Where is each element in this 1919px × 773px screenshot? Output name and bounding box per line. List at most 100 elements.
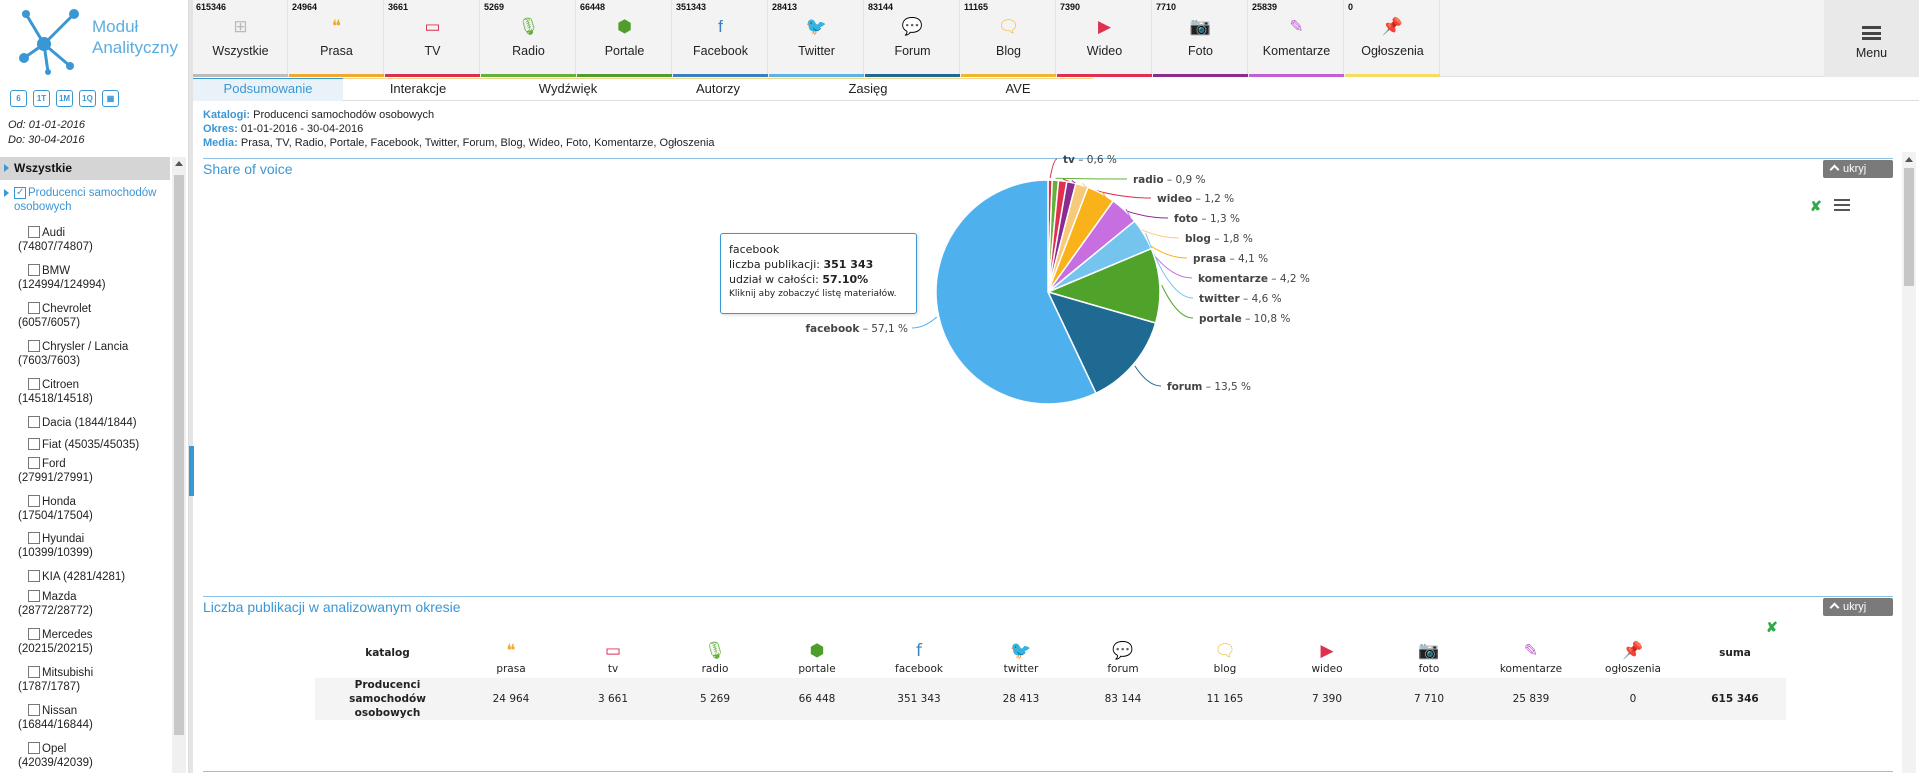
tree-item[interactable]: Mercedes (20215/20215): [18, 628, 168, 656]
pie-label-facebook[interactable]: facebook – 57,1 %: [805, 323, 908, 335]
sidebar-scroll-thumb[interactable]: [174, 175, 184, 735]
pie-label-foto[interactable]: foto – 1,3 %: [1174, 213, 1240, 225]
expand-arrow-icon[interactable]: [4, 189, 9, 197]
calendar-icon[interactable]: ▦: [102, 90, 119, 107]
cell-forum[interactable]: 83 144: [1072, 678, 1174, 720]
pie-slice-forum[interactable]: [1046, 290, 1157, 395]
tree-header-all[interactable]: Wszystkie: [0, 157, 170, 180]
sub-tab[interactable]: Wydźwięk: [493, 78, 643, 101]
col-header-ogłoszenia[interactable]: 📌 ogłoszenia: [1582, 630, 1684, 678]
tree-item-checkbox[interactable]: [28, 532, 40, 544]
cell-wideo[interactable]: 7 390: [1276, 678, 1378, 720]
tree-item[interactable]: BMW (124994/124994): [18, 264, 168, 292]
col-header-tv[interactable]: ▭ tv: [562, 630, 664, 678]
cell-facebook[interactable]: 351 343: [868, 678, 970, 720]
cell-prasa[interactable]: 24 964: [460, 678, 562, 720]
cell-blog[interactable]: 11 165: [1174, 678, 1276, 720]
media-tab-tv[interactable]: 3661 ▭ TV: [385, 0, 480, 77]
tree-item[interactable]: Ford (27991/27991): [18, 457, 168, 485]
hide-publications-panel-button[interactable]: ukryj: [1823, 598, 1893, 616]
tree-item[interactable]: Mitsubishi (1787/1787): [18, 666, 168, 694]
tree-item-checkbox[interactable]: [28, 226, 40, 238]
cell-komentarze[interactable]: 25 839: [1480, 678, 1582, 720]
col-header-blog[interactable]: 🗨 blog: [1174, 630, 1276, 678]
chart-menu-icon[interactable]: [1834, 199, 1850, 211]
scroll-up-icon[interactable]: [1905, 157, 1913, 162]
menu-button[interactable]: Menu: [1824, 0, 1919, 77]
media-tab-prasa[interactable]: 24964 ❝ Prasa: [289, 0, 384, 77]
tree-root-item[interactable]: Producenci samochodów osobowych: [14, 186, 164, 214]
col-header-twitter[interactable]: 🐦 twitter: [970, 630, 1072, 678]
col-header-facebook[interactable]: f facebook: [868, 630, 970, 678]
tree-item-checkbox[interactable]: [28, 264, 40, 276]
pie-label-prasa[interactable]: prasa – 4,1 %: [1193, 253, 1268, 265]
pie-label-portale[interactable]: portale – 10,8 %: [1199, 313, 1290, 325]
preset-1t-button[interactable]: 1T: [33, 90, 50, 107]
col-header-wideo[interactable]: ▶ wideo: [1276, 630, 1378, 678]
pie-slice-facebook[interactable]: [935, 179, 1097, 405]
tree-item-checkbox[interactable]: [28, 704, 40, 716]
cell-twitter[interactable]: 28 413: [970, 678, 1072, 720]
cell-foto[interactable]: 7 710: [1378, 678, 1480, 720]
logo[interactable]: Moduł Analityczny: [0, 0, 189, 80]
tree-item[interactable]: Chevrolet (6057/6057): [18, 302, 168, 330]
preset-1q-button[interactable]: 1Q: [79, 90, 96, 107]
tree-item-checkbox[interactable]: [28, 340, 40, 352]
splitter-handle[interactable]: [189, 446, 194, 496]
pie-slice-portale[interactable]: [1045, 247, 1161, 324]
media-tab-twitter[interactable]: 28413 🐦 Twitter: [769, 0, 864, 77]
tree-item[interactable]: Dacia (1844/1844): [28, 416, 168, 430]
media-tab-forum[interactable]: 83144 💬 Forum: [865, 0, 960, 77]
row-catalog-name[interactable]: Producenci samochodów osobowych: [315, 678, 460, 720]
tree-item[interactable]: Opel (42039/42039): [18, 742, 168, 770]
sub-tab[interactable]: Autorzy: [643, 78, 793, 101]
media-tab-radio[interactable]: 5269 🎙 Radio: [481, 0, 576, 77]
tree-item[interactable]: Audi (74807/74807): [18, 226, 168, 254]
col-header-forum[interactable]: 💬 forum: [1072, 630, 1174, 678]
col-header-portale[interactable]: ⬢ portale: [766, 630, 868, 678]
tree-item-checkbox[interactable]: [28, 495, 40, 507]
media-tab-blog[interactable]: 11165 🗨 Blog: [961, 0, 1056, 77]
preset-1m-button[interactable]: 1M: [56, 90, 73, 107]
tree-item[interactable]: Chrysler / Lancia (7603/7603): [18, 340, 168, 368]
table-row[interactable]: Producenci samochodów osobowych 24 964 3 6…: [315, 678, 1786, 720]
tree-item-checkbox[interactable]: [28, 457, 40, 469]
tree-item-checkbox[interactable]: [28, 590, 40, 602]
excel-export-icon[interactable]: ✘: [1810, 198, 1822, 214]
sub-tab[interactable]: Zasięg: [793, 78, 943, 101]
media-tab-foto[interactable]: 7710 📷 Foto: [1153, 0, 1248, 77]
cell-ogłoszenia[interactable]: 0: [1582, 678, 1684, 720]
tree-item-checkbox[interactable]: [28, 570, 40, 582]
pie-label-wideo[interactable]: wideo – 1,2 %: [1157, 193, 1234, 205]
sub-tab[interactable]: AVE: [943, 78, 1093, 101]
tree-item[interactable]: Mazda (28772/28772): [18, 590, 168, 618]
tree-item[interactable]: Fiat (45035/45035): [28, 438, 168, 452]
media-tab-ogłoszenia[interactable]: 0 📌 Ogłoszenia: [1345, 0, 1440, 77]
col-header-foto[interactable]: 📷 foto: [1378, 630, 1480, 678]
sub-tab[interactable]: Podsumowanie: [193, 78, 343, 101]
media-tab-wideo[interactable]: 7390 ▶ Wideo: [1057, 0, 1152, 77]
tree-item[interactable]: Citroen (14518/14518): [18, 378, 168, 406]
cell-portale[interactable]: 66 448: [766, 678, 868, 720]
preset-6-button[interactable]: 6: [10, 90, 27, 107]
tree-item[interactable]: Honda (17504/17504): [18, 495, 168, 523]
sidebar-splitter[interactable]: [189, 0, 193, 773]
pie-label-blog[interactable]: blog – 1,8 %: [1185, 233, 1253, 245]
pie-label-komentarze[interactable]: komentarze – 4,2 %: [1198, 273, 1310, 285]
pie-label-tv[interactable]: tv – 0,6 %: [1063, 154, 1117, 166]
hide-share-panel-button[interactable]: ukryj: [1823, 160, 1893, 178]
tree-item-checkbox[interactable]: [28, 302, 40, 314]
tree-item-checkbox[interactable]: [28, 666, 40, 678]
col-header-prasa[interactable]: ❝ prasa: [460, 630, 562, 678]
col-header-komentarze[interactable]: ✎ komentarze: [1480, 630, 1582, 678]
tree-item-checkbox[interactable]: [28, 438, 40, 450]
tree-item-checkbox[interactable]: [28, 416, 40, 428]
tree-item[interactable]: Hyundai (10399/10399): [18, 532, 168, 560]
tree-item-checkbox[interactable]: [28, 742, 40, 754]
scroll-up-icon[interactable]: [175, 161, 183, 166]
excel-export-icon[interactable]: ✘: [1766, 619, 1778, 635]
media-tab-facebook[interactable]: 351343 f Facebook: [673, 0, 768, 77]
main-scroll-thumb[interactable]: [1904, 168, 1914, 286]
tree-item[interactable]: Nissan (16844/16844): [18, 704, 168, 732]
media-tab-wszystkie[interactable]: 615346 ⊞ Wszystkie: [193, 0, 288, 77]
